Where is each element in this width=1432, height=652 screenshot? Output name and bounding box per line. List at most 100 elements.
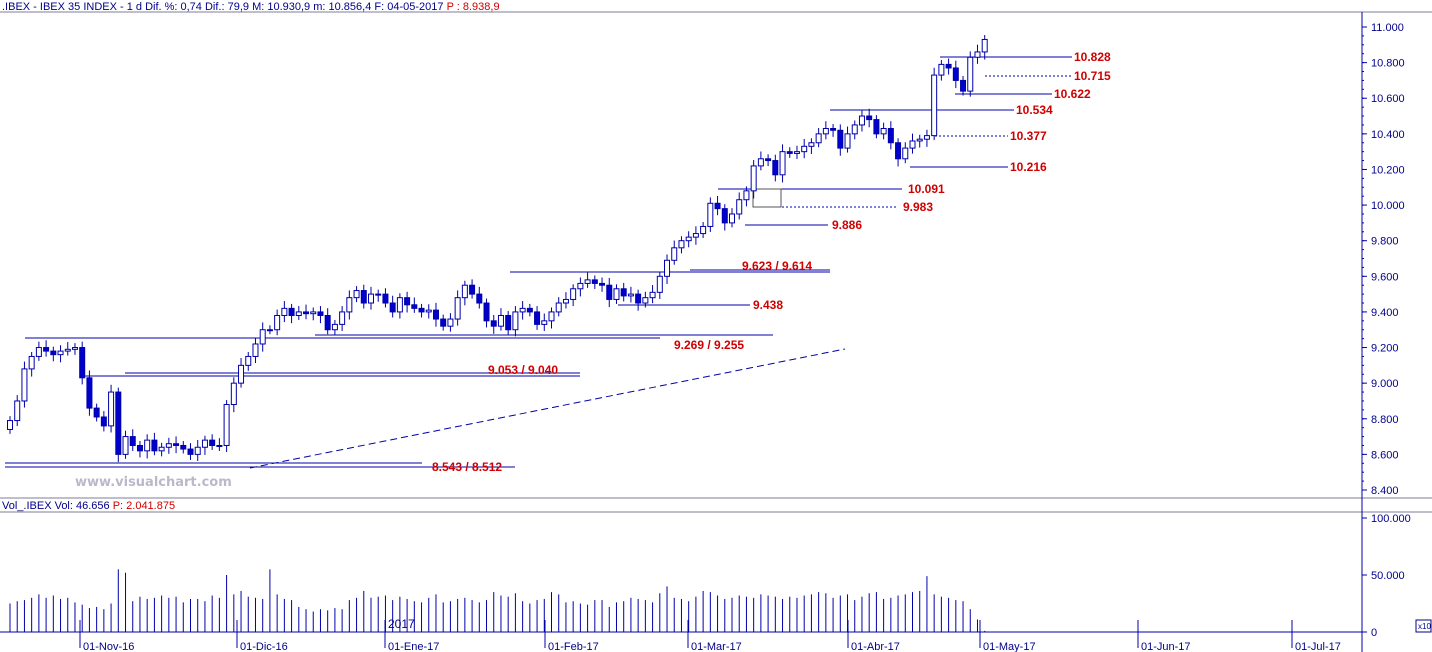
candle bbox=[844, 126, 851, 153]
candle bbox=[519, 301, 526, 320]
candle-body bbox=[122, 436, 129, 455]
candle bbox=[664, 254, 671, 284]
candle bbox=[765, 154, 772, 167]
level-label: 10.622 bbox=[1054, 87, 1091, 101]
candle bbox=[620, 282, 627, 302]
candle-body bbox=[497, 314, 504, 327]
candle bbox=[396, 293, 403, 319]
candle-body bbox=[757, 158, 764, 167]
candle-body bbox=[35, 347, 42, 357]
max-label: M: 10.930,9 bbox=[252, 1, 311, 13]
candle-body bbox=[411, 304, 418, 309]
candle bbox=[108, 384, 115, 433]
candle bbox=[144, 434, 151, 459]
candle-body bbox=[317, 311, 324, 316]
candle bbox=[136, 441, 143, 458]
candle bbox=[837, 124, 844, 156]
date-tick-label: 01-Abr-17 bbox=[851, 641, 900, 652]
candle-body bbox=[151, 439, 158, 452]
level-label: 10.216 bbox=[1010, 160, 1047, 174]
candle bbox=[382, 288, 389, 308]
candle bbox=[577, 277, 584, 297]
candle-body bbox=[505, 314, 512, 331]
price-tick-label: 9.200 bbox=[1371, 343, 1399, 355]
candle bbox=[100, 411, 107, 432]
candle-body bbox=[79, 347, 86, 379]
volume-tick-label: 0 bbox=[1371, 627, 1377, 639]
volume-label: Vol_.IBEX Vol: 46.656 bbox=[2, 500, 110, 512]
candle-body bbox=[866, 115, 873, 121]
price-tick-label: 8.400 bbox=[1371, 485, 1399, 497]
candle bbox=[599, 277, 606, 292]
candle-body bbox=[136, 444, 143, 452]
candle bbox=[295, 306, 302, 320]
candle-body bbox=[858, 115, 865, 126]
candle-body bbox=[909, 140, 916, 149]
candle-body bbox=[808, 142, 815, 147]
level-label: 10.377 bbox=[1010, 129, 1047, 143]
candle bbox=[931, 67, 938, 141]
candle bbox=[461, 280, 468, 306]
candle-body bbox=[245, 355, 252, 366]
date-tick-label: 01-Mar-17 bbox=[691, 641, 742, 652]
candle-body bbox=[931, 74, 938, 137]
min-label: m: 10.856,4 bbox=[313, 1, 372, 13]
candle-body bbox=[144, 439, 151, 452]
candle-body bbox=[642, 297, 649, 304]
candle bbox=[505, 311, 512, 336]
candle-body bbox=[830, 128, 837, 131]
candle bbox=[786, 147, 793, 158]
date-label: F: 04-05-2017 bbox=[374, 1, 444, 13]
trend-line bbox=[249, 348, 846, 469]
candle-body bbox=[555, 302, 562, 313]
price-tick-label: 9.600 bbox=[1371, 271, 1399, 283]
candle bbox=[201, 435, 208, 455]
candle bbox=[180, 441, 187, 454]
candle-body bbox=[396, 297, 403, 313]
price-tick-label: 9.000 bbox=[1371, 378, 1399, 390]
candle-body bbox=[916, 138, 923, 142]
candle-body bbox=[548, 311, 555, 322]
candle-body bbox=[793, 151, 800, 154]
candle bbox=[288, 303, 295, 324]
candle bbox=[93, 403, 100, 422]
candle bbox=[173, 436, 180, 454]
candle-body bbox=[743, 190, 750, 201]
candle-body bbox=[620, 288, 627, 297]
date-tick-label: 01-Dic-16 bbox=[240, 641, 288, 652]
level-11: 9.438 bbox=[618, 298, 783, 312]
candle-body bbox=[671, 247, 678, 261]
candle-body bbox=[432, 309, 439, 320]
candle bbox=[310, 307, 317, 321]
candle bbox=[115, 387, 122, 463]
candle-body bbox=[440, 318, 447, 327]
candle-body bbox=[635, 293, 642, 304]
candle bbox=[974, 44, 981, 64]
candle-body bbox=[981, 38, 988, 53]
candle-body bbox=[526, 307, 533, 313]
candle-body bbox=[678, 240, 685, 249]
candle-body bbox=[64, 348, 71, 352]
candle-body bbox=[100, 416, 107, 427]
candle bbox=[692, 226, 699, 245]
candle bbox=[35, 341, 42, 361]
price-tick-label: 8.600 bbox=[1371, 449, 1399, 461]
candle bbox=[916, 134, 923, 148]
candle-body bbox=[606, 284, 613, 300]
candle-body bbox=[194, 446, 201, 455]
candle bbox=[714, 195, 721, 216]
candle bbox=[266, 325, 273, 335]
candle bbox=[938, 59, 945, 81]
candle-body bbox=[786, 151, 793, 154]
candle bbox=[801, 139, 808, 159]
candle bbox=[476, 286, 483, 309]
level-label: 10.828 bbox=[1074, 50, 1111, 64]
candle bbox=[887, 121, 894, 150]
candle-body bbox=[86, 377, 93, 409]
candle bbox=[649, 285, 656, 304]
candle bbox=[151, 432, 158, 456]
candle bbox=[570, 284, 577, 307]
level-label: 9.983 bbox=[903, 200, 933, 214]
candle-body bbox=[656, 275, 663, 293]
candle bbox=[591, 275, 598, 289]
